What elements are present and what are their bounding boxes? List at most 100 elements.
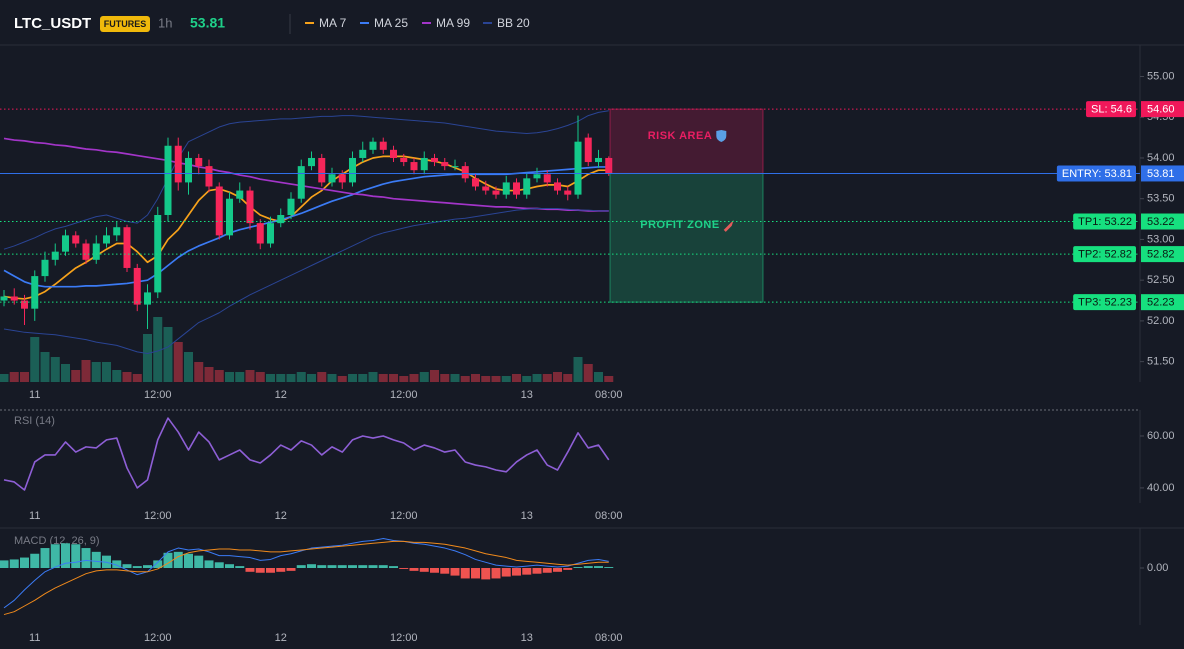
volume-bar	[184, 352, 193, 382]
volume-bar	[501, 376, 511, 382]
volume-bar	[0, 374, 9, 382]
level-value-bg	[1141, 165, 1184, 182]
volume-bar	[225, 372, 234, 382]
candle-body	[554, 182, 561, 191]
zone	[609, 172, 764, 303]
volume-bar	[430, 370, 439, 382]
volume-bar	[471, 374, 480, 382]
histogram-bar	[481, 568, 491, 580]
candle-body	[349, 157, 356, 183]
histogram-bar	[245, 568, 255, 572]
candle-body	[308, 157, 315, 167]
candle-body	[226, 198, 233, 236]
line	[3, 540, 609, 616]
x-tick-label: 12	[275, 389, 287, 401]
line	[3, 417, 610, 491]
candle-body	[267, 223, 274, 244]
histogram-bar	[204, 560, 214, 568]
volume-bar	[71, 370, 81, 382]
histogram-bar	[71, 544, 81, 568]
y-tick-label: 51.50	[1147, 356, 1175, 368]
candle-body	[205, 166, 213, 187]
histogram-bar	[501, 568, 511, 577]
histogram-bar	[266, 568, 275, 573]
volume-bar	[91, 362, 101, 382]
line	[3, 110, 609, 250]
histogram-bar	[532, 568, 542, 574]
y-tick-label: 55.00	[1147, 70, 1175, 82]
candle-body	[574, 141, 582, 195]
candle-body	[215, 186, 223, 236]
candle-body	[21, 300, 28, 309]
volume-bar	[337, 376, 347, 382]
level-name-bg	[1073, 213, 1136, 230]
level-value: 53.22	[1147, 216, 1175, 228]
candle-body	[154, 215, 162, 293]
histogram-bar	[399, 568, 409, 569]
histogram-bar	[122, 564, 132, 568]
histogram-bar	[317, 565, 327, 568]
volume-bar	[583, 364, 593, 382]
x-tick-label: 13	[521, 632, 533, 644]
histogram-bar	[143, 565, 152, 568]
histogram-bar	[184, 553, 193, 568]
volume-bar	[327, 374, 337, 382]
volume-bar	[255, 372, 265, 382]
histogram-bar	[81, 548, 91, 568]
histogram-bar	[255, 568, 265, 573]
histogram-bar	[430, 568, 439, 573]
x-tick-label: 08:00	[595, 510, 623, 522]
y-tick-label: 40.00	[1147, 482, 1175, 494]
volume-bar	[440, 374, 450, 382]
candle-body	[31, 276, 39, 309]
candle-body	[359, 149, 367, 158]
volume-bar	[266, 374, 275, 382]
level-label: ENTRY: 53.81 53.81	[1056, 165, 1184, 182]
candle-body	[123, 227, 131, 268]
y-tick-label: 52.00	[1147, 315, 1175, 327]
level-value-bg	[1141, 246, 1184, 263]
level-value: 52.82	[1147, 249, 1175, 261]
candle-body	[492, 190, 500, 195]
pane-title: RSI (14)	[14, 415, 55, 427]
volume-bar	[460, 376, 470, 382]
x-tick-label: 08:00	[595, 632, 623, 644]
histogram-bar	[573, 567, 583, 568]
histogram-bar	[225, 564, 234, 568]
rocket-icon	[723, 219, 734, 232]
level-name: TP2: 52.82	[1078, 249, 1132, 261]
level-name: SL: 54.6	[1091, 104, 1132, 116]
histogram-bar	[378, 565, 388, 568]
level-name: TP3: 52.23	[1078, 297, 1132, 309]
volume-bar	[368, 372, 378, 382]
level-value-bg	[1141, 294, 1184, 311]
level-value: 54.60	[1147, 104, 1175, 116]
candle-body	[246, 190, 254, 224]
histogram-bar	[348, 565, 357, 568]
candle-body	[195, 157, 203, 167]
candle-body	[133, 267, 141, 305]
histogram-bar	[389, 566, 398, 568]
x-tick-label: 12:00	[144, 389, 172, 401]
volume-bar	[81, 360, 91, 382]
zone-label: PROFIT ZONE	[640, 219, 719, 231]
candle-body	[379, 141, 387, 150]
volume-bar	[214, 370, 224, 382]
volume-bar	[491, 376, 501, 382]
volume-bar	[522, 376, 532, 382]
level-label: TP1: 53.22 53.22	[1073, 213, 1184, 230]
candle-body	[523, 178, 531, 195]
histogram-bar	[163, 552, 173, 568]
y-tick-label: 52.50	[1147, 274, 1175, 286]
volume-bar	[194, 362, 204, 382]
volume-bar	[378, 374, 388, 382]
candle-body	[256, 223, 264, 244]
level-value-bg	[1141, 101, 1184, 118]
histogram-bar	[327, 565, 337, 568]
candle-body	[174, 145, 182, 183]
histogram-bar	[604, 567, 614, 568]
x-tick-label: 11	[29, 510, 40, 522]
